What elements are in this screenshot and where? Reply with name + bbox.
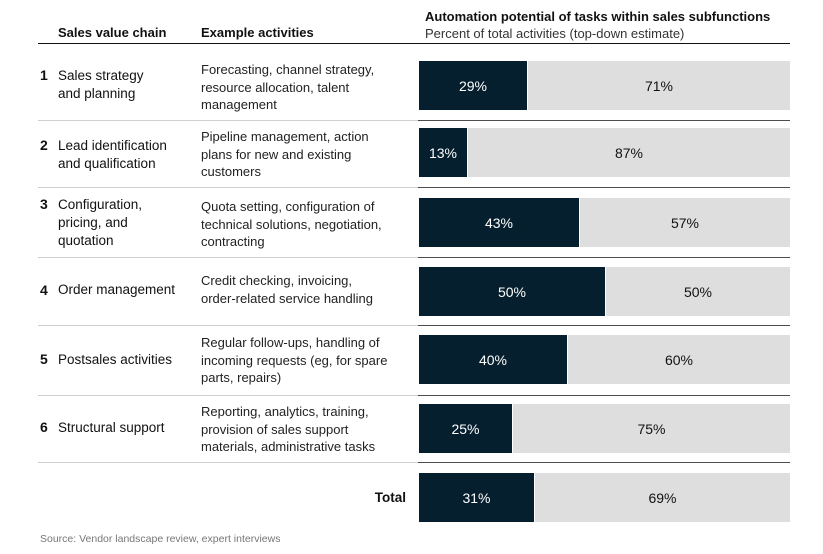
row-number: 6 (40, 419, 48, 435)
bar-automated: 40% (419, 335, 567, 384)
chain-label-line: Order management (58, 282, 176, 297)
header-sales-value-chain: Sales value chain (58, 25, 167, 40)
bar-separator (418, 395, 790, 396)
header-rule (38, 43, 790, 44)
bar-remaining: 87% (468, 128, 790, 177)
sales-value-chain-label: Postsales activities (58, 351, 193, 369)
row-separator (38, 395, 418, 396)
activity-line: plans for new and existing (201, 146, 352, 162)
chain-label-line: pricing, and (58, 215, 128, 230)
activity-line: incoming requests (eg, for spare (201, 352, 388, 368)
bar-remaining: 57% (580, 198, 790, 247)
chain-label-line: and qualification (58, 156, 156, 171)
bar-separator (418, 187, 790, 188)
activity-line: provision of sales support (201, 421, 349, 437)
bar-automated: 25% (419, 404, 512, 453)
bar-remaining-label: 50% (683, 283, 713, 300)
bar-remaining: 60% (568, 335, 790, 384)
bar-separator (418, 120, 790, 121)
chain-label-line: Postsales activities (58, 352, 173, 367)
header-example-activities: Example activities (201, 25, 314, 40)
chart-subtitle: Percent of total activities (top-down es… (425, 26, 685, 41)
bar-automated: 29% (419, 61, 527, 110)
bar-automated-label: 31% (462, 489, 491, 506)
example-activities-text: Regular follow-ups, handling of incoming … (201, 334, 416, 387)
bar-automated: 50% (419, 267, 605, 316)
bar-automated-label: 29% (458, 77, 488, 94)
chain-label-line: Configuration, (58, 197, 143, 212)
activity-line: Regular follow-ups, handling of (201, 335, 380, 350)
bar-automated-label: 25% (451, 420, 480, 437)
sales-value-chain-label: Order management (58, 281, 193, 299)
activity-line: Credit checking, invoicing, (201, 273, 353, 288)
example-activities-text: Forecasting, channel strategy, resource a… (201, 61, 416, 114)
bar-automated: 43% (419, 198, 579, 247)
activity-line: parts, repairs) (201, 370, 282, 385)
activity-line: contracting (201, 234, 265, 249)
bar-remaining-label: 60% (664, 351, 694, 368)
bar-separator (418, 462, 790, 463)
row-number: 1 (40, 67, 48, 83)
activity-line: technical solutions, negotiation, (201, 216, 382, 232)
chain-label-line: quotation (58, 233, 114, 248)
row-number: 5 (40, 351, 48, 367)
chart-title: Automation potential of tasks within sal… (425, 9, 771, 24)
row-separator (38, 257, 418, 258)
activity-line: Pipeline management, action (201, 129, 369, 144)
bar-remaining: 50% (606, 267, 790, 316)
activity-line: customers (201, 164, 261, 179)
bar-automated-label: 43% (484, 214, 514, 231)
row-separator (38, 187, 418, 188)
bar-remaining-label: 57% (670, 214, 700, 231)
sales-value-chain-label: Lead identification and qualification (58, 137, 193, 173)
activity-line: management (201, 97, 277, 112)
bar-separator (418, 325, 790, 326)
chain-label-line: Structural support (58, 420, 165, 435)
bar-automated: 31% (419, 473, 534, 522)
sales-value-chain-label: Structural support (58, 419, 193, 437)
activity-line: Quota setting, configuration of (201, 199, 375, 214)
source-note: Source: Vendor landscape review, expert … (40, 533, 281, 545)
bar-remaining-label: 75% (637, 420, 666, 437)
row-separator (38, 325, 418, 326)
sales-value-chain-label: Configuration, pricing, and quotation (58, 196, 193, 250)
bar-remaining-label: 87% (614, 144, 644, 161)
row-separator (38, 120, 418, 121)
chain-label-line: Sales strategy (58, 68, 144, 83)
chain-label-line: and planning (58, 86, 136, 101)
activity-line: materials, administrative tasks (201, 439, 376, 454)
chain-label-line: Lead identification (58, 138, 167, 153)
total-label: Total (374, 490, 406, 505)
row-number: 3 (40, 196, 48, 212)
bar-remaining: 71% (528, 61, 790, 110)
row-number: 4 (40, 282, 48, 298)
bar-automated-label: 13% (428, 144, 458, 161)
bar-remaining: 75% (513, 404, 790, 453)
example-activities-text: Quota setting, configuration of technical… (201, 198, 416, 251)
activity-line: Reporting, analytics, training, (201, 404, 369, 419)
bar-automated: 13% (419, 128, 467, 177)
bar-remaining-label: 71% (644, 77, 674, 94)
activity-line: Forecasting, channel strategy, (201, 62, 375, 77)
bar-remaining: 69% (535, 473, 790, 522)
sales-value-chain-label: Sales strategy and planning (58, 67, 193, 103)
bar-separator (418, 257, 790, 258)
example-activities-text: Reporting, analytics, training, provision… (201, 403, 416, 456)
activity-line: order-related service handling (201, 290, 373, 306)
bar-automated-label: 50% (497, 283, 527, 300)
activity-line: resource allocation, talent (201, 79, 350, 95)
bar-automated-label: 40% (478, 351, 508, 368)
bar-remaining-label: 69% (648, 489, 677, 506)
example-activities-text: Credit checking, invoicing, order-related… (201, 272, 416, 307)
row-separator (38, 462, 418, 463)
row-number: 2 (40, 137, 48, 153)
example-activities-text: Pipeline management, action plans for new… (201, 128, 416, 181)
